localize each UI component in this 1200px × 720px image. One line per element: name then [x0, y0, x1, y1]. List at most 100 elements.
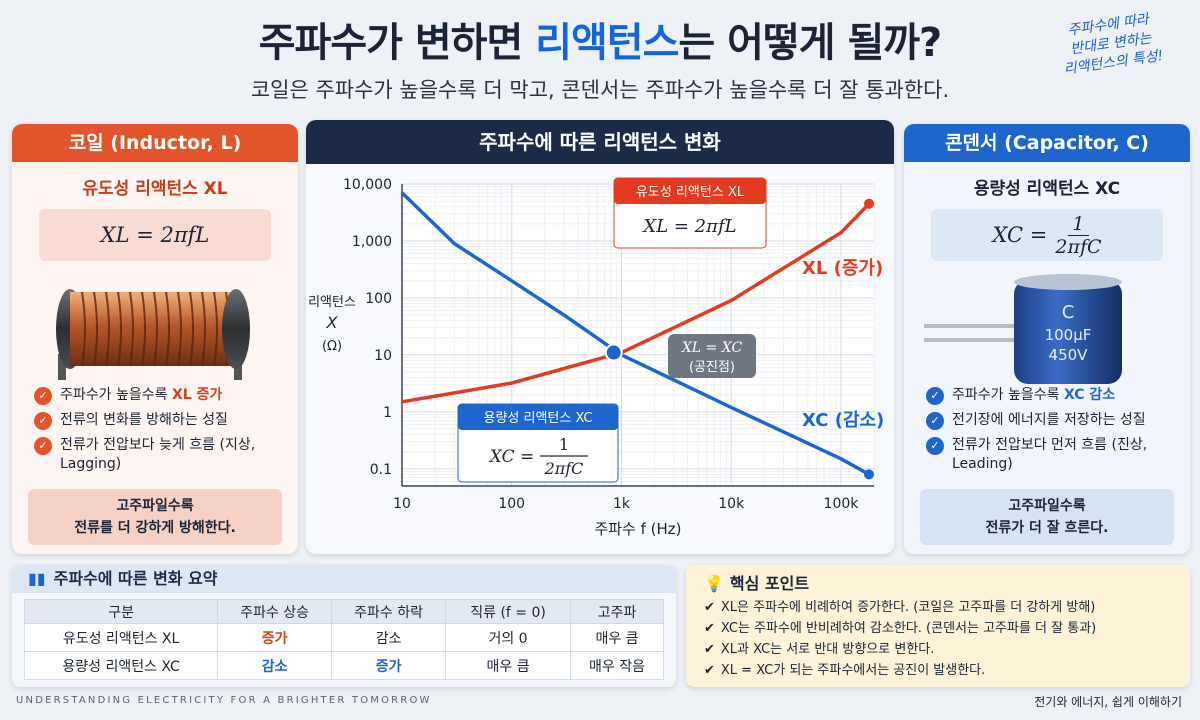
resonance-point	[604, 343, 623, 362]
resonance-label: (공진점)	[689, 360, 735, 375]
summary-line: 고주파일수록	[1008, 498, 1086, 514]
capacitor-label: C	[1062, 302, 1075, 323]
check-icon: ✔	[704, 663, 715, 678]
y-tick-label: 1,000	[352, 234, 392, 250]
bullet-item: ✓ 주파수가 높을수록 XL 증가	[34, 386, 292, 405]
summary-table: 구분 주파수 상승 주파수 하락 직류 (f = 0) 고주파 유도성 리액턴스…	[23, 599, 664, 680]
formula-fraction: 1 2πfC	[1055, 213, 1101, 258]
title-text-pre: 주파수가 변하면	[258, 20, 536, 66]
bullet-text: 주파수가 높을수록	[952, 387, 1064, 403]
bullet-item: ✓ 전류가 전압보다 늦게 흐름 (지상, Lagging)	[34, 436, 292, 474]
key-point-text: XC는 주파수에 반비례하여 감소한다. (콘덴서는 고주파를 더 잘 통과)	[720, 621, 1097, 636]
xc-annotation-header	[458, 404, 618, 430]
inductor-panel-title: 코일 (Inductor, L)	[12, 124, 298, 162]
key-points-panel: 💡 핵심 포인트 ✔ XL은 주파수에 비례하여 증가한다. (코일은 고주파를 더…	[686, 565, 1190, 687]
check-icon: ✔	[704, 621, 715, 636]
table-row: 유도성 리액턴스 XL 증가 감소 거의 0 매우 큼	[23, 623, 664, 652]
chart-panel: 주파수에 따른 리액턴스 변화 10 100 1k 10k 100k 0.1 1 10 100 1…	[306, 120, 894, 554]
xc-series-line	[400, 191, 870, 476]
x-tick-label: 100	[498, 496, 525, 512]
bullet-item: ✓ 전기장에 에너지를 저장하는 성질	[926, 411, 1184, 430]
summary-line: 고주파일수록	[116, 498, 194, 514]
summary-line: 전류를 더 강하게 방해한다.	[74, 520, 236, 536]
table-header: 고주파	[570, 599, 664, 624]
bar-chart-icon: ▮▮	[28, 569, 46, 588]
resonance-equation: XL = XC	[681, 340, 743, 356]
table-cell: 매우 큼	[570, 623, 664, 652]
lightbulb-icon: 💡	[704, 574, 724, 593]
check-icon: ✓	[34, 437, 52, 455]
title-text-post: 는 어떻게 될까?	[678, 20, 942, 66]
capacitor-subtitle: 용량성 리액턴스 XC	[973, 179, 1121, 199]
check-icon: ✔	[704, 642, 715, 657]
table-cell: 증가	[217, 623, 333, 652]
footer-brand: 전기와 에너지, 쉽게 이해하기	[1034, 695, 1182, 709]
xc-end-point	[863, 469, 874, 480]
capacitor-panel-title: 콘덴서 (Capacitor, C)	[904, 124, 1190, 162]
capacitor-voltage: 450V	[1049, 346, 1089, 364]
formula-denominator: 2πfC	[1055, 235, 1102, 258]
xc-annotation-title: 용량성 리액턴스 XC	[483, 411, 592, 426]
summary-panel: ▮▮ 주파수에 따른 변화 요약 구분 주파수 상승 주파수 하락 직류 (f =…	[12, 565, 676, 687]
key-point-item: ✔ XL과 XC는 서로 반대 방향으로 변한다.	[704, 639, 1172, 660]
x-tick-label: 100k	[824, 496, 860, 512]
table-cell: 거의 0	[445, 623, 572, 652]
key-point-item: ✔ XC는 주파수에 반비례하여 감소한다. (콘덴서는 고주파를 더 잘 통과)	[704, 618, 1172, 639]
y-tick-label: 100	[365, 291, 392, 307]
inductor-panel: 코일 (Inductor, L) 유도성 리액턴스 XL XL = 2πfL ✓…	[12, 124, 298, 554]
xl-end-point	[863, 198, 874, 209]
key-point-text: XL과 XC는 서로 반대 방향으로 변한다.	[720, 642, 935, 657]
title-highlight: 리액턴스	[535, 20, 679, 66]
bullet-text: 전류가 전압보다 늦게 흐름 (지상, Lagging)	[60, 437, 256, 472]
capacitor-value: 100μF	[1045, 326, 1092, 344]
xc-annotation-formula-lhs: XC =	[488, 447, 534, 467]
table-row: 용량성 리액턴스 XC 감소 증가 매우 큼 매우 작음	[23, 651, 664, 680]
xl-trend-label: XL (증가)	[802, 258, 883, 279]
bullet-text: 주파수가 높을수록	[60, 387, 172, 403]
x-axis-label: 주파수 f (Hz)	[594, 520, 681, 538]
inductor-formula: XL = 2πfL	[39, 209, 271, 261]
table-header: 주파수 상승	[217, 599, 333, 624]
x-tick-label: 10	[393, 496, 411, 512]
check-icon: ✓	[926, 412, 944, 430]
table-cell: 매우 큼	[445, 651, 572, 680]
inductor-summary-box: 고주파일수록 전류를 더 강하게 방해한다.	[28, 489, 282, 545]
chart-title: 주파수에 따른 리액턴스 변화	[306, 120, 894, 164]
xc-annotation-numerator: 1	[559, 435, 569, 454]
y-axis-label: (Ω)	[322, 339, 342, 354]
bullet-item: ✓ 전류의 변화를 방해하는 성질	[34, 411, 292, 430]
y-axis-label: X	[326, 313, 339, 332]
xl-annotation-formula: XL = 2πfL	[641, 216, 736, 237]
capacitor-panel: 콘덴서 (Capacitor, C) 용량성 리액턴스 XC XC = 1 2π…	[904, 124, 1190, 554]
summary-line: 전류가 더 잘 흐른다.	[985, 520, 1109, 536]
footer-tagline: UNDERSTANDING ELECTRICITY FOR A BRIGHTER…	[16, 695, 432, 706]
coil-illustration	[56, 289, 250, 380]
bullet-item: ✓ 주파수가 높을수록 XC 감소	[926, 386, 1184, 405]
table-header: 주파수 하락	[331, 599, 447, 624]
summary-title: ▮▮ 주파수에 따른 변화 요약	[12, 565, 676, 593]
table-cell: 유도성 리액턴스 XL	[23, 623, 219, 652]
capacitor-illustration: C 100μF 450V	[924, 274, 1122, 384]
bullet-text: 전기장에 에너지를 저장하는 성질	[952, 412, 1146, 428]
inductor-subtitle: 유도성 리액턴스 XL	[82, 179, 228, 199]
page-subtitle: 코일은 주파수가 높을수록 더 막고, 콘덴서는 주파수가 높을수록 더 잘 통…	[250, 78, 950, 102]
table-header: 직류 (f = 0)	[445, 599, 572, 624]
xc-annotation-denominator: 2πfC	[544, 459, 584, 478]
bullet-text: 전류가 전압보다 먼저 흐름 (진상, Leading)	[952, 437, 1148, 472]
capacitor-summary-box: 고주파일수록 전류가 더 잘 흐른다.	[920, 489, 1174, 545]
y-tick-label: 1	[383, 405, 392, 421]
bullet-emphasis: XL 증가	[171, 387, 223, 403]
reactance-chart: 10 100 1k 10k 100k 0.1 1 10 100 1,000 10,000 주파수 f …	[308, 177, 884, 538]
inductor-bullets: ✓ 주파수가 높을수록 XL 증가 ✓ 전류의 변화를 방해하는 성질 ✓ 전류가 전…	[34, 386, 292, 480]
xl-annotation-title: 유도성 리액턴스 XL	[636, 185, 745, 200]
table-cell: 매우 작음	[570, 651, 664, 680]
key-point-item: ✔ XL은 주파수에 비례하여 증가한다. (코일은 고주파를 더 강하게 방해)	[704, 597, 1172, 618]
capacitor-formula: XC = 1 2πfC	[931, 209, 1163, 261]
table-cell: 증가	[331, 651, 447, 680]
formula-numerator: 1	[1068, 213, 1089, 236]
bullet-emphasis: XC 감소	[1063, 387, 1116, 403]
bullet-item: ✓ 전류가 전압보다 먼저 흐름 (진상, Leading)	[926, 436, 1184, 474]
key-point-text: XL은 주파수에 비례하여 증가한다. (코일은 고주파를 더 강하게 방해)	[720, 600, 1096, 615]
key-points-title: 💡 핵심 포인트	[704, 571, 1172, 597]
table-cell: 감소	[331, 623, 447, 652]
